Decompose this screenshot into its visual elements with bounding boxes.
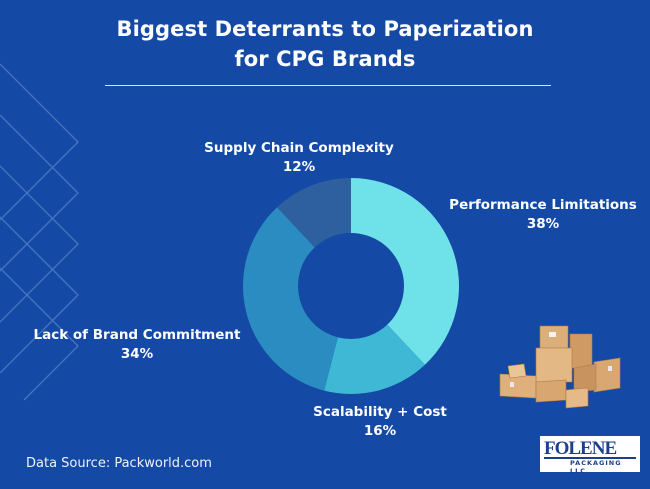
- donut-slice-lack-of-brand-commitment: [243, 207, 338, 391]
- label-name: Scalability + Cost: [313, 404, 447, 420]
- chart-title-line-2: for CPG Brands: [234, 47, 416, 71]
- logo-name: FOLENE: [544, 438, 617, 459]
- label-brand-commitment: Lack of Brand Commitment 34%: [24, 326, 250, 364]
- data-source-note: Data Source: Packworld.com: [26, 456, 212, 471]
- diagonal-line-pattern: [0, 63, 79, 401]
- cardboard-boxes-illustration: [499, 325, 621, 409]
- donut-slice-scalability-cost: [324, 324, 425, 394]
- label-performance: Performance Limitations 38%: [440, 196, 646, 234]
- label-name: Lack of Brand Commitment: [33, 327, 241, 343]
- logo-swoosh: [544, 457, 636, 459]
- donut-slice-performance-limitations: [351, 178, 460, 365]
- label-name: Performance Limitations: [449, 197, 637, 213]
- chart-title: Biggest Deterrants to Paperization for C…: [0, 14, 650, 74]
- label-value: 16%: [363, 423, 397, 439]
- donut-slice-supply-chain-complexity: [277, 178, 351, 248]
- label-value: 34%: [120, 346, 154, 362]
- chart-title-line-1: Biggest Deterrants to Paperization: [116, 17, 534, 41]
- label-scalability: Scalability + Cost 16%: [308, 403, 452, 441]
- label-value: 12%: [282, 159, 316, 175]
- folene-logo: FOLENE PACKAGING LLC.: [540, 436, 640, 475]
- label-value: 38%: [526, 216, 560, 232]
- label-name: Supply Chain Complexity: [204, 140, 394, 156]
- label-supply-chain: Supply Chain Complexity 12%: [196, 139, 402, 177]
- logo-subtitle: PACKAGING LLC.: [570, 459, 622, 475]
- title-divider: [105, 85, 551, 86]
